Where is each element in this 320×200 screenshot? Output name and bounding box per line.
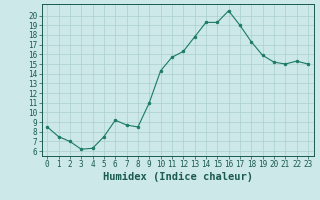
X-axis label: Humidex (Indice chaleur): Humidex (Indice chaleur) bbox=[103, 172, 252, 182]
